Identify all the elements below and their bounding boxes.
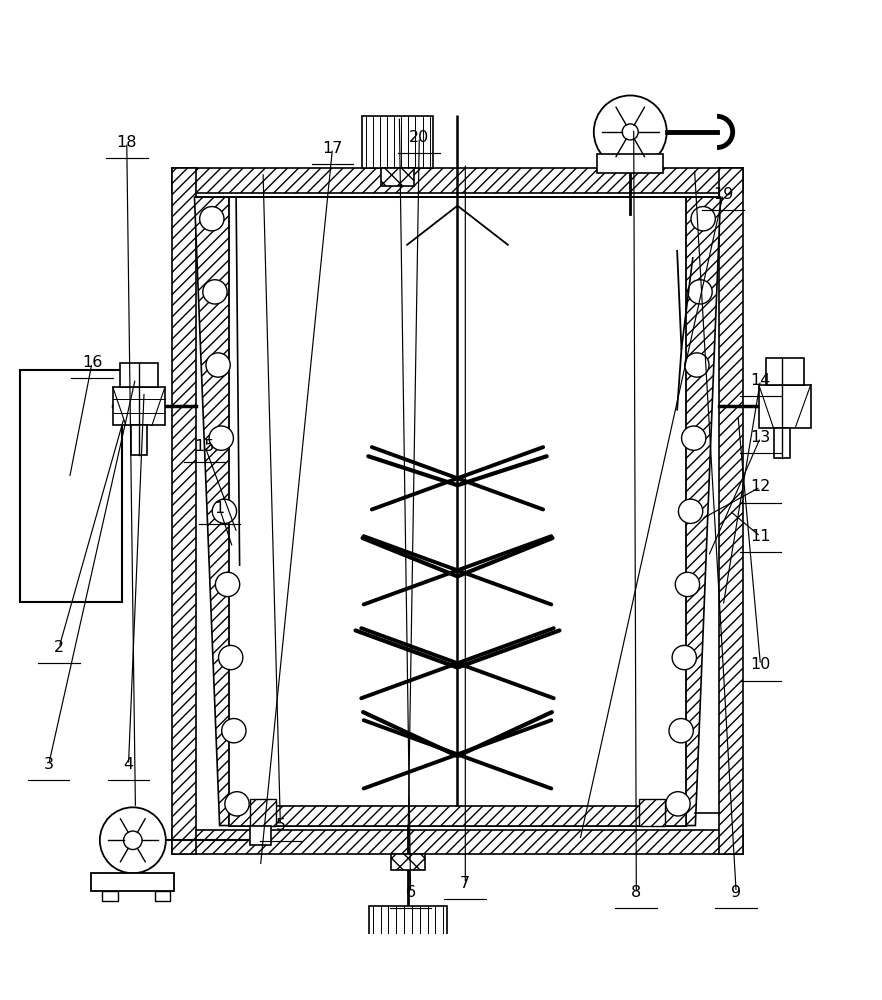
Circle shape [203,280,228,304]
Text: 13: 13 [751,430,771,445]
Bar [362,116,433,168]
Polygon shape [661,197,721,826]
Circle shape [219,645,243,670]
Bar [113,387,165,425]
Circle shape [213,499,236,523]
Circle shape [676,572,699,597]
Circle shape [206,353,230,377]
Bar [250,799,276,826]
Circle shape [691,207,715,231]
Text: 12: 12 [751,479,771,494]
Circle shape [684,353,709,377]
Text: 16: 16 [82,355,102,370]
Bar [154,891,170,901]
Bar [597,154,663,173]
Bar [229,806,686,826]
Circle shape [666,792,690,816]
Circle shape [622,124,639,140]
Bar [719,168,744,854]
Bar [369,906,447,958]
Text: 20: 20 [409,130,430,145]
Circle shape [225,792,249,816]
Circle shape [688,280,712,304]
Bar [20,370,123,602]
Bar [766,358,804,385]
Bar [774,428,790,458]
Circle shape [678,499,703,523]
Text: 9: 9 [731,885,741,900]
Bar [172,168,744,193]
Circle shape [682,426,706,450]
Circle shape [123,831,142,850]
Text: 2: 2 [54,640,64,655]
Circle shape [215,572,240,597]
Text: 14: 14 [751,373,771,388]
Text: 3: 3 [43,757,54,772]
Text: 1: 1 [214,501,225,516]
Bar [102,891,118,901]
Circle shape [221,719,246,743]
Text: 19: 19 [713,187,733,202]
Bar [120,363,158,387]
Text: 10: 10 [751,657,771,672]
Text: 15: 15 [195,439,215,454]
Text: 8: 8 [632,885,641,900]
Circle shape [669,719,693,743]
Bar [131,425,146,455]
Circle shape [594,95,667,168]
Polygon shape [194,197,254,826]
Circle shape [672,645,697,670]
Text: 4: 4 [123,757,133,772]
Text: 7: 7 [460,876,470,891]
Bar [172,168,196,854]
Bar [391,854,425,870]
Bar [639,799,665,826]
Bar [381,168,414,186]
Bar [91,873,175,891]
Text: 18: 18 [116,135,137,150]
Text: 5: 5 [275,818,286,833]
Text: 6: 6 [406,885,415,900]
Bar [172,830,744,854]
Bar [229,197,686,826]
Circle shape [199,207,224,231]
Circle shape [100,807,166,873]
Circle shape [209,426,234,450]
Text: 11: 11 [751,529,771,544]
Polygon shape [407,206,508,245]
Bar [759,385,811,428]
Text: 17: 17 [322,141,343,156]
Bar [250,826,271,845]
